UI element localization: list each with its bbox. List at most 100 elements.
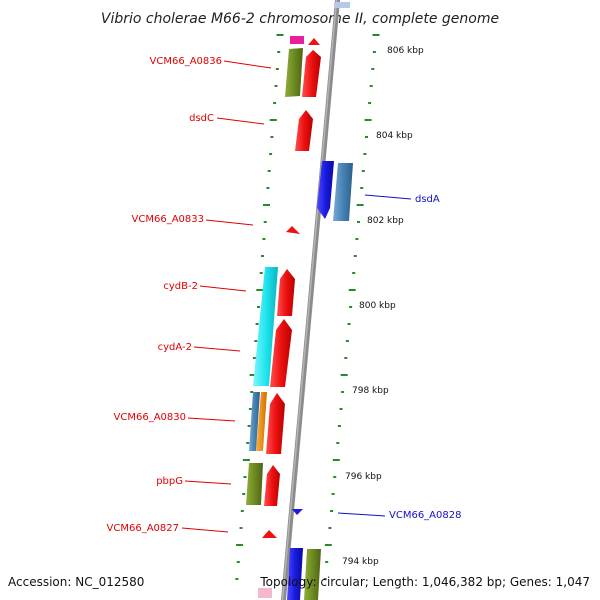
left-ring-tick	[254, 340, 258, 342]
right-ring-tick	[365, 136, 368, 138]
left-ring-tick	[249, 374, 257, 376]
gene-arrow-a0828[interactable]	[292, 509, 303, 515]
gene-block-a0830-orange[interactable]	[256, 392, 267, 451]
topology-text: Topology: circular; Length: 1,046,382 bp…	[259, 575, 590, 589]
kbp-label-798: 798 kbp	[352, 386, 389, 396]
gene-features	[246, 36, 321, 598]
right-ring-tick	[345, 340, 349, 342]
left-ring-tick	[243, 476, 247, 478]
left-ring-tick	[270, 136, 274, 138]
gene-arrow-a0836[interactable]	[302, 50, 321, 97]
leader-cydA-2	[193, 346, 241, 352]
gene-arrow-dsdC[interactable]	[295, 110, 313, 151]
left-ring-tick	[235, 578, 239, 580]
gene-block-pbpG-olive[interactable]	[246, 463, 263, 505]
chromosome-backbone-highlight	[281, 0, 338, 600]
left-ring-tick	[261, 255, 264, 257]
right-ring-tick	[352, 272, 356, 274]
left-ring-tick	[262, 238, 266, 240]
gene-label-a0833[interactable]: VCM66_A0833	[132, 214, 204, 225]
left-ring-tick	[269, 119, 277, 121]
leader-a0833	[205, 219, 254, 226]
right-ring-tick	[349, 306, 353, 308]
leader-a0830	[187, 417, 236, 422]
left-ring-tick	[252, 357, 256, 359]
kbp-label-800: 800 kbp	[359, 301, 396, 311]
right-ring-tick	[344, 357, 348, 359]
gene-block-pink[interactable]	[290, 36, 304, 44]
right-ring-tick	[348, 289, 356, 291]
right-ring-tick	[340, 374, 348, 376]
right-ring-tick	[355, 238, 359, 240]
left-ring-tick	[263, 221, 267, 223]
left-ring-tick	[246, 442, 250, 444]
left-ring-tick	[275, 68, 279, 70]
chromosome-backbone	[280, 0, 341, 600]
left-ring-tick	[266, 187, 270, 189]
gene-label-dsdA[interactable]: dsdA	[415, 194, 440, 205]
gene-arrow-top[interactable]	[308, 38, 320, 45]
left-ring-tick	[273, 102, 277, 104]
kbp-label-796: 796 kbp	[345, 472, 382, 482]
right-ring-tick	[331, 493, 335, 495]
gene-arrow-dsdA[interactable]	[317, 161, 334, 219]
left-ring-tick	[256, 289, 264, 291]
right-ring-tick	[328, 527, 332, 529]
right-ring-tick	[372, 51, 376, 53]
left-ring-tick	[274, 85, 278, 87]
left-tick-ring	[235, 34, 284, 580]
right-ring-tick	[363, 153, 367, 155]
right-ring-tick	[333, 476, 337, 478]
left-ring-tick	[269, 153, 273, 155]
map-title: Vibrio cholerae M66-2 chromosome II, com…	[101, 11, 499, 27]
accession-text: Accession: NC_012580	[8, 575, 144, 589]
gene-label-pbpG[interactable]: pbpG	[156, 476, 183, 487]
gene-block-bottom-blue[interactable]	[287, 548, 303, 600]
left-ring-tick	[277, 51, 281, 53]
leader-a0828	[337, 512, 386, 517]
gene-label-cydB-2[interactable]: cydB-2	[163, 281, 198, 292]
right-ring-tick	[332, 459, 340, 461]
left-ring-tick	[247, 425, 251, 427]
left-ring-tick	[250, 391, 254, 393]
gene-block-bottom-pink[interactable]	[258, 588, 272, 598]
right-ring-tick	[357, 221, 360, 223]
leader-dsdC	[216, 117, 265, 125]
right-ring-tick	[364, 119, 372, 121]
left-ring-tick	[267, 170, 271, 172]
gene-arrow-cydB-2[interactable]	[277, 269, 295, 316]
gene-arrow-a0827[interactable]	[262, 530, 277, 538]
gene-label-a0828[interactable]: VCM66_A0828	[389, 510, 461, 521]
leader-cydB-2	[199, 285, 247, 292]
kbp-label-806: 806 kbp	[387, 46, 424, 56]
gene-label-a0827[interactable]: VCM66_A0827	[107, 523, 179, 534]
gene-block-a0830-steel[interactable]	[249, 392, 260, 451]
gene-block-top-blue[interactable]	[334, 2, 350, 8]
gene-block-dsdA-steel[interactable]	[333, 163, 353, 221]
left-ring-tick	[242, 493, 246, 495]
kbp-label-794: 794 kbp	[342, 557, 379, 567]
left-ring-tick	[255, 323, 259, 325]
gene-arrow-cydA-2[interactable]	[270, 319, 292, 387]
gene-arrow-a0830[interactable]	[266, 393, 285, 454]
right-ring-tick	[368, 102, 372, 104]
gene-label-cydA-2[interactable]: cydA-2	[158, 342, 192, 353]
right-ring-tick	[369, 85, 373, 87]
gene-block-a0836-olive[interactable]	[285, 48, 303, 97]
gene-arrow-pbpG[interactable]	[264, 465, 280, 506]
gene-block-cydB-cydA-cyan[interactable]	[253, 267, 278, 386]
gene-label-dsdC[interactable]: dsdC	[189, 113, 214, 124]
gene-label-a0830[interactable]: VCM66_A0830	[114, 412, 186, 423]
leader-a0827	[181, 527, 229, 533]
kbp-label-804: 804 kbp	[376, 131, 413, 141]
gene-label-a0836[interactable]: VCM66_A0836	[150, 56, 222, 67]
right-ring-tick	[372, 34, 380, 36]
gene-block-bottom-olive[interactable]	[304, 549, 321, 600]
left-ring-tick	[248, 408, 252, 410]
right-ring-tick	[323, 578, 327, 580]
right-ring-tick	[324, 544, 332, 546]
leader-dsdA	[364, 194, 412, 200]
right-ring-tick	[371, 68, 375, 70]
gene-arrow-a0833[interactable]	[286, 226, 300, 234]
